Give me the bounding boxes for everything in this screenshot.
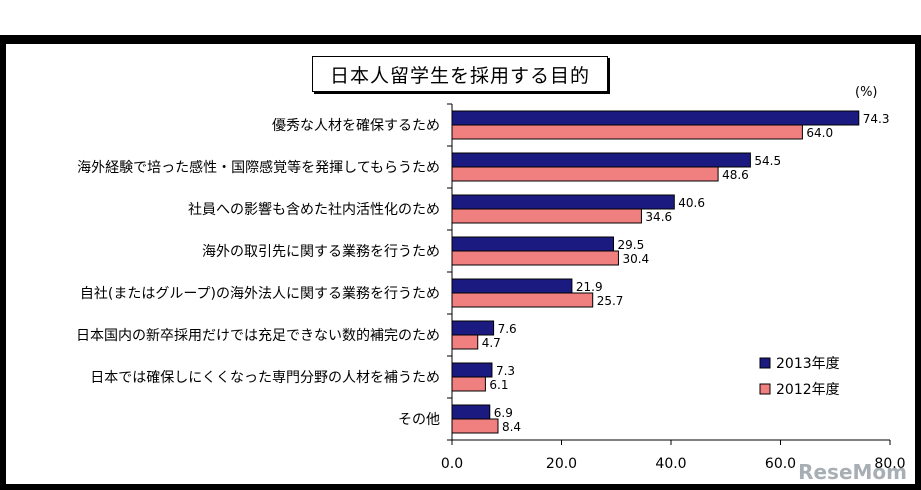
data-label: 30.4 (622, 252, 649, 266)
data-label: 34.6 (645, 210, 672, 224)
bar-2013年度 (451, 404, 491, 420)
data-label: 25.7 (597, 294, 624, 308)
legend-label: 2012年度 (776, 382, 840, 398)
category-label: 優秀な人材を確保するため (272, 118, 440, 134)
data-label: 29.5 (618, 238, 645, 252)
bar-2013年度 (451, 194, 675, 210)
legend-swatch (759, 383, 771, 395)
data-label: 8.4 (502, 420, 521, 434)
bar-2013年度 (451, 362, 493, 378)
category-label: 自社(またはグループ)の海外法人に関する業務を行うため (80, 286, 440, 302)
data-label: 74.3 (863, 112, 890, 126)
data-label: 6.9 (494, 406, 513, 420)
x-tick-label: 80.0 (874, 456, 905, 472)
bar-2012年度 (451, 124, 803, 140)
bar-2012年度 (451, 418, 499, 434)
chart-title: 日本人留学生を採用する目的 (312, 56, 608, 92)
bar-2012年度 (451, 376, 486, 392)
x-tick-label: 60.0 (765, 456, 796, 472)
data-label: 4.7 (482, 336, 501, 350)
data-label: 64.0 (806, 126, 833, 140)
data-label: 21.9 (576, 280, 603, 294)
watermark-logo: ReseMom (798, 460, 907, 484)
legend-swatch (759, 357, 771, 369)
data-label: 54.5 (754, 154, 781, 168)
bar-2012年度 (451, 334, 479, 350)
category-label: その他 (398, 412, 440, 428)
category-label: 海外の取引先に関する業務を行うため (202, 244, 440, 260)
bar-2013年度 (451, 152, 751, 168)
bar-2013年度 (451, 320, 495, 336)
data-label: 7.3 (496, 364, 515, 378)
x-tick-label: 0.0 (441, 456, 463, 472)
category-label: 社員への影響も含めた社内活性化のため (188, 201, 440, 218)
bar-2012年度 (451, 166, 719, 182)
data-label: 7.6 (498, 322, 517, 336)
bar-2012年度 (451, 208, 642, 224)
data-label: 48.6 (722, 168, 749, 182)
category-label: 海外経験で培った感性・国際感覚等を発揮してもらうため (77, 159, 440, 176)
bar-2013年度 (451, 236, 615, 252)
bar-2013年度 (451, 278, 573, 294)
category-label: 日本では確保しにくくなった専門分野の人材を補うため (90, 370, 440, 386)
x-tick-label: 20.0 (546, 456, 577, 472)
bar-2012年度 (451, 250, 619, 266)
bar-2013年度 (451, 110, 860, 126)
x-tick-label: 40.0 (655, 456, 686, 472)
category-label: 日本国内の新卒採用だけでは充足できない数的補完のため (76, 328, 440, 344)
data-label: 40.6 (678, 196, 705, 210)
data-label: 6.1 (489, 378, 508, 392)
unit-label: (%) (855, 85, 878, 100)
bar-2012年度 (451, 292, 594, 308)
legend-label: 2013年度 (776, 356, 840, 372)
